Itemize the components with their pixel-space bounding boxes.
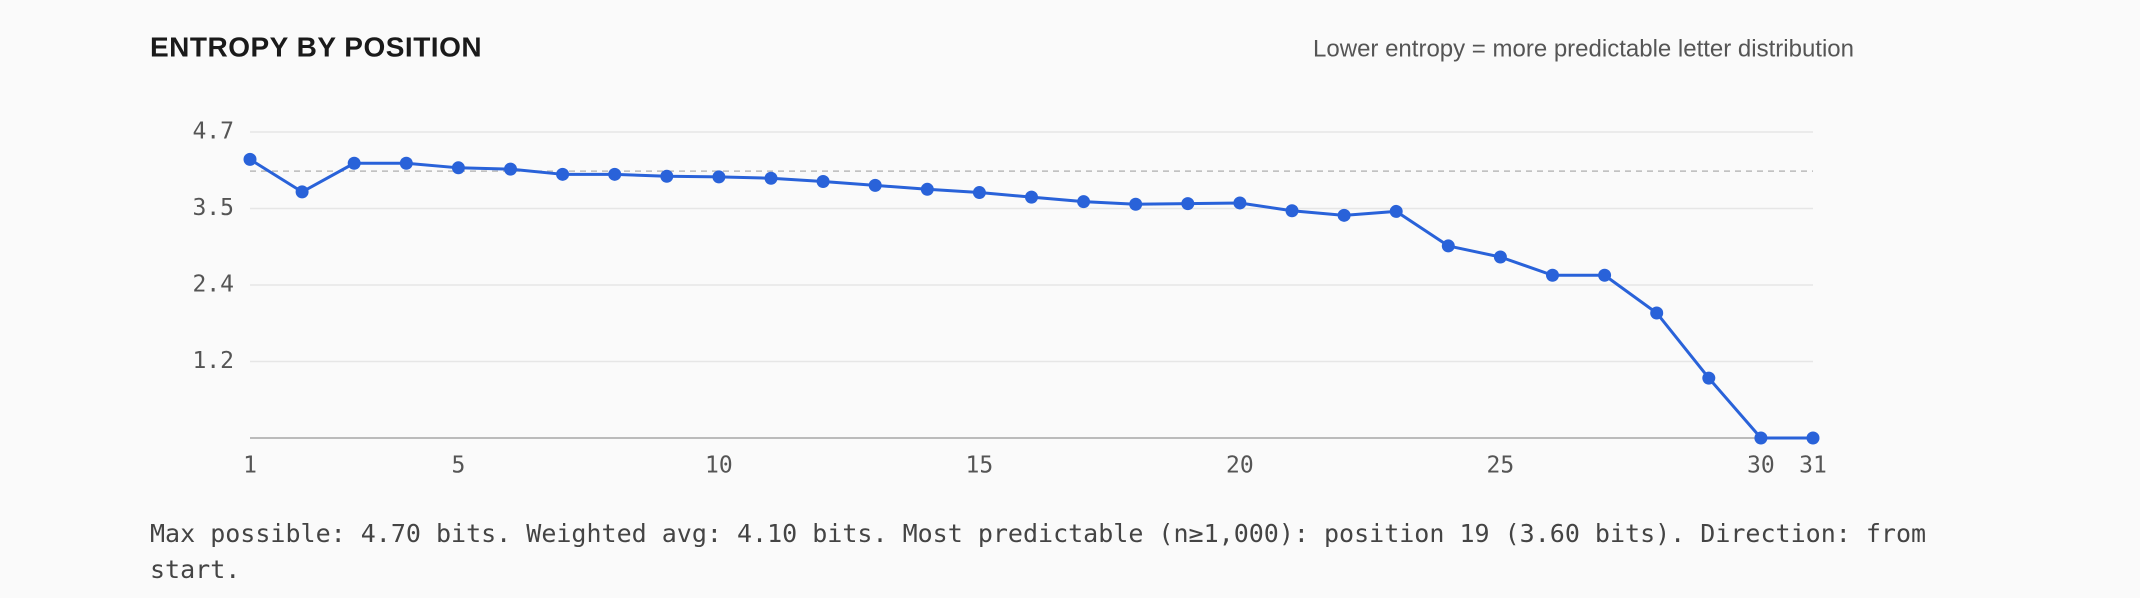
data-point	[1389, 204, 1403, 218]
data-point	[1806, 431, 1820, 445]
data-point	[972, 186, 986, 200]
data-point	[504, 162, 517, 176]
data-point	[920, 182, 934, 196]
data-point	[868, 178, 882, 192]
data-point	[1754, 431, 1768, 445]
data-point	[1546, 268, 1559, 282]
x-tick-label: 5	[451, 453, 465, 479]
data-point	[1129, 197, 1143, 211]
x-tick-label: 20	[1226, 453, 1254, 479]
data-point	[1441, 239, 1455, 253]
data-point	[1077, 195, 1091, 209]
y-tick-label: 3.5	[192, 195, 234, 221]
data-point	[816, 174, 830, 188]
data-point	[1493, 250, 1507, 264]
data-point	[1598, 268, 1612, 282]
data-point	[295, 185, 309, 199]
y-tick-label: 4.7	[192, 119, 234, 145]
data-point	[451, 161, 465, 175]
chart-title: ENTROPY BY POSITION	[150, 31, 482, 62]
data-point	[608, 167, 622, 181]
x-tick-label: 10	[705, 453, 733, 479]
footnote: Max possible: 4.70 bits. Weighted avg: 4…	[150, 519, 1927, 584]
x-tick-label: 31	[1799, 453, 1827, 479]
data-point	[556, 167, 570, 181]
data-point	[712, 170, 726, 184]
x-tick-label: 15	[966, 453, 994, 479]
data-point	[347, 156, 361, 170]
x-tick-label: 25	[1487, 453, 1515, 479]
data-point	[1650, 306, 1664, 320]
data-point	[660, 169, 674, 183]
data-point	[764, 171, 778, 185]
data-point	[1337, 208, 1351, 222]
data-point	[1181, 197, 1195, 211]
data-point	[1702, 371, 1716, 385]
data-point	[399, 156, 413, 170]
data-point	[1025, 190, 1038, 204]
data-point	[1233, 196, 1247, 210]
data-point	[1285, 204, 1299, 218]
y-tick-label: 2.4	[192, 272, 234, 298]
x-tick-label: 1	[243, 453, 257, 479]
chart-subtitle: Lower entropy = more predictable letter …	[1313, 35, 1854, 62]
x-tick-label: 30	[1747, 453, 1775, 479]
y-tick-label: 1.2	[192, 348, 234, 374]
data-point	[243, 152, 257, 166]
